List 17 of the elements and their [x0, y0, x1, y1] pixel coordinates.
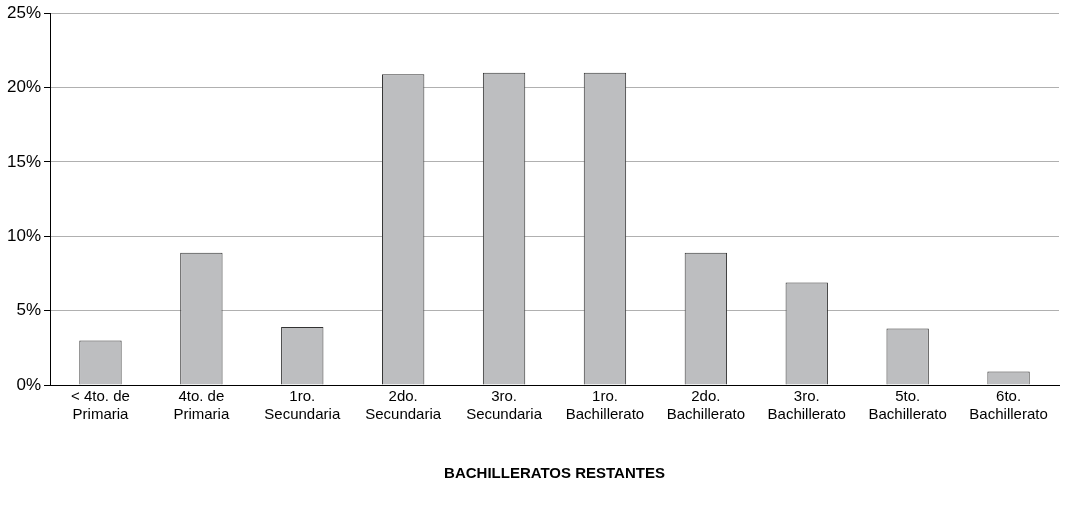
x-tick-label: 6to. Bachillerato	[969, 387, 1048, 423]
y-tick-label: 15%	[6, 151, 42, 171]
y-tick-label: 10%	[6, 225, 42, 245]
x-tick-label: 1ro. Bachillerato	[565, 387, 645, 423]
x-tick-label: 4to. de Primaria	[173, 387, 230, 423]
y-tick-label: 25%	[6, 2, 42, 22]
x-tick-label: 2do. Bachillerato	[666, 387, 746, 423]
y-tick-label: 5%	[16, 300, 42, 320]
x-tick-label: 3ro. Bachillerato	[767, 387, 846, 423]
y-tick-label: 0%	[16, 374, 42, 394]
x-tick-label: < 4to. de Primaria	[71, 387, 130, 423]
x-tick-label: 2do. Secundaria	[365, 387, 442, 423]
x-axis-title: BACHILLERATOS RESTANTES	[444, 464, 665, 482]
x-tick-label: 1ro. Secundaria	[264, 387, 341, 423]
x-tick-label: 5to. Bachillerato	[868, 387, 947, 423]
x-tick-label: 3ro. Secundaria	[466, 387, 543, 423]
y-tick-label: 20%	[6, 77, 42, 97]
